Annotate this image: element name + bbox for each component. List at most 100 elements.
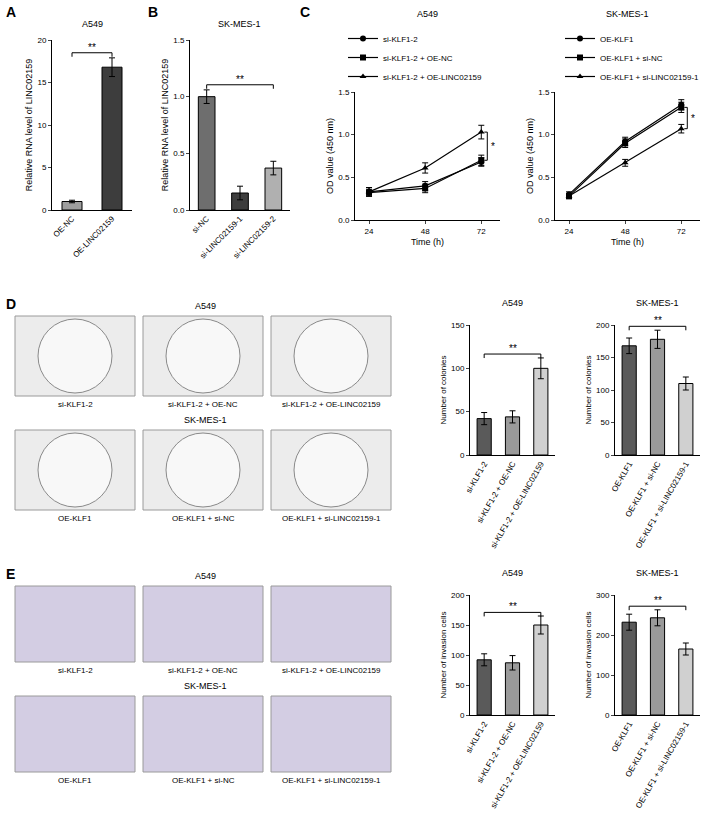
svg-text:1.5: 1.5 (538, 88, 550, 97)
svg-text:OE-LINC02159: OE-LINC02159 (71, 214, 116, 259)
svg-text:OE-KLF1 + si-LINC02159-1: OE-KLF1 + si-LINC02159-1 (634, 720, 691, 810)
svg-text:0.0: 0.0 (173, 206, 185, 215)
svg-text:si-KLF1-2: si-KLF1-2 (58, 400, 93, 409)
svg-text:si-KLF1-2: si-KLF1-2 (464, 720, 489, 755)
svg-text:1.5: 1.5 (173, 36, 185, 45)
svg-text:200: 200 (596, 321, 610, 330)
svg-text:si-KLF1-2 + OE-NC: si-KLF1-2 + OE-NC (168, 400, 238, 409)
svg-text:OE-KLF1 + si-LINC02159-1: OE-KLF1 + si-LINC02159-1 (634, 460, 691, 550)
svg-text:si-KLF1-2 + OE-LINC02159: si-KLF1-2 + OE-LINC02159 (489, 460, 546, 550)
svg-text:1.0: 1.0 (538, 130, 550, 139)
svg-text:300: 300 (596, 591, 610, 600)
svg-text:A: A (6, 4, 16, 20)
svg-text:OE-NC: OE-NC (52, 214, 77, 239)
svg-text:OE-KLF1 + si-LINC02159-1: OE-KLF1 + si-LINC02159-1 (282, 776, 381, 785)
svg-text:0: 0 (605, 451, 610, 460)
svg-text:0.0: 0.0 (538, 216, 550, 225)
svg-text:24: 24 (365, 227, 374, 236)
svg-text:10: 10 (37, 121, 46, 130)
svg-text:**: ** (88, 42, 96, 53)
svg-text:50: 50 (455, 407, 464, 416)
svg-text:D: D (6, 296, 16, 312)
svg-text:5: 5 (42, 163, 47, 172)
svg-text:Number of colonies: Number of colonies (439, 356, 448, 425)
svg-text:si-NC: si-NC (190, 214, 211, 235)
svg-text:OE-KLF1: OE-KLF1 (610, 460, 635, 494)
svg-text:0: 0 (460, 451, 465, 460)
svg-text:A549: A549 (82, 19, 103, 29)
svg-text:*: * (691, 113, 695, 124)
svg-text:100: 100 (451, 364, 465, 373)
svg-text:si-LINC02159-1: si-LINC02159-1 (198, 214, 244, 260)
svg-text:**: ** (509, 343, 517, 354)
svg-text:150: 150 (451, 321, 465, 330)
svg-text:A549: A549 (502, 568, 523, 578)
svg-text:Relative RNA level of LINC0215: Relative RNA level of LINC02159 (160, 59, 170, 192)
svg-text:OE-KLF1 + si-NC: OE-KLF1 + si-NC (172, 776, 235, 785)
svg-text:SK-MES-1: SK-MES-1 (636, 568, 679, 578)
svg-text:15: 15 (37, 78, 46, 87)
svg-text:OD value (450 nm): OD value (450 nm) (525, 118, 535, 194)
svg-text:SK-MES-1: SK-MES-1 (184, 415, 227, 425)
svg-text:OE-KLF1: OE-KLF1 (610, 720, 635, 754)
svg-text:0.5: 0.5 (538, 173, 550, 182)
svg-text:Time (h): Time (h) (611, 237, 644, 247)
svg-text:si-KLF1-2 + OE-NC: si-KLF1-2 + OE-NC (475, 720, 518, 785)
svg-text:50: 50 (455, 681, 464, 690)
svg-text:100: 100 (596, 671, 610, 680)
svg-text:Time (h): Time (h) (411, 237, 444, 247)
svg-text:100: 100 (596, 386, 610, 395)
svg-text:48: 48 (621, 227, 630, 236)
svg-text:50: 50 (600, 418, 609, 427)
svg-text:SK-MES-1: SK-MES-1 (636, 298, 679, 308)
svg-text:SK-MES-1: SK-MES-1 (606, 9, 649, 19)
svg-text:si-KLF1-2 + OE-LINC02159: si-KLF1-2 + OE-LINC02159 (282, 666, 381, 675)
svg-text:C: C (300, 4, 310, 20)
svg-text:OE-KLF1 + si-LINC02159-1: OE-KLF1 + si-LINC02159-1 (282, 514, 381, 523)
svg-text:0: 0 (460, 711, 465, 720)
svg-text:0: 0 (605, 711, 610, 720)
svg-text:OE-KLF1 + si-NC: OE-KLF1 + si-NC (600, 54, 663, 63)
svg-text:OE-KLF1: OE-KLF1 (58, 776, 92, 785)
svg-text:si-KLF1-2 + OE-LINC02159: si-KLF1-2 + OE-LINC02159 (282, 400, 381, 409)
svg-text:72: 72 (477, 227, 486, 236)
svg-text:A549: A549 (417, 9, 438, 19)
svg-text:200: 200 (451, 591, 465, 600)
svg-text:**: ** (654, 315, 662, 326)
svg-text:**: ** (236, 74, 244, 85)
svg-text:Number of invasion cells: Number of invasion cells (439, 611, 448, 698)
svg-text:1.5: 1.5 (338, 88, 350, 97)
svg-text:si-KLF1-2: si-KLF1-2 (464, 460, 489, 495)
svg-text:si-KLF1-2 + OE-LINC02159: si-KLF1-2 + OE-LINC02159 (383, 73, 482, 82)
svg-text:si-KLF1-2: si-KLF1-2 (383, 35, 418, 44)
svg-text:150: 150 (451, 621, 465, 630)
svg-text:24: 24 (565, 227, 574, 236)
svg-text:0.5: 0.5 (173, 149, 185, 158)
svg-text:1.0: 1.0 (338, 130, 350, 139)
svg-text:OE-KLF1 + si-LINC02159-1: OE-KLF1 + si-LINC02159-1 (600, 73, 699, 82)
svg-text:OE-KLF1: OE-KLF1 (58, 514, 92, 523)
svg-text:200: 200 (596, 631, 610, 640)
svg-text:E: E (6, 566, 15, 582)
svg-text:si-KLF1-2 + OE-LINC02159: si-KLF1-2 + OE-LINC02159 (489, 720, 546, 810)
svg-text:**: ** (654, 595, 662, 606)
svg-text:OE-KLF1 + si-NC: OE-KLF1 + si-NC (172, 514, 235, 523)
svg-text:si-LINC02159-2: si-LINC02159-2 (232, 214, 278, 260)
svg-text:150: 150 (596, 353, 610, 362)
svg-text:A549: A549 (502, 298, 523, 308)
svg-text:OE-KLF1 + si-NC: OE-KLF1 + si-NC (624, 720, 663, 779)
svg-text:**: ** (509, 601, 517, 612)
svg-text:0.0: 0.0 (338, 216, 350, 225)
svg-text:A549: A549 (195, 571, 216, 581)
svg-text:Number of invasion cells: Number of invasion cells (584, 611, 593, 698)
svg-text:1.0: 1.0 (173, 92, 185, 101)
svg-text:A549: A549 (195, 301, 216, 311)
svg-text:si-KLF1-2 + OE-NC: si-KLF1-2 + OE-NC (168, 666, 238, 675)
svg-text:si-KLF1-2: si-KLF1-2 (58, 666, 93, 675)
svg-text:OE-KLF1: OE-KLF1 (600, 35, 634, 44)
svg-text:OD value (450 nm): OD value (450 nm) (325, 118, 335, 194)
svg-text:OE-KLF1 + si-NC: OE-KLF1 + si-NC (624, 460, 663, 519)
svg-text:si-KLF1-2 + OE-NC: si-KLF1-2 + OE-NC (383, 54, 453, 63)
svg-text:Relative RNA level of LINC0215: Relative RNA level of LINC02159 (24, 59, 34, 192)
svg-text:0.5: 0.5 (338, 173, 350, 182)
